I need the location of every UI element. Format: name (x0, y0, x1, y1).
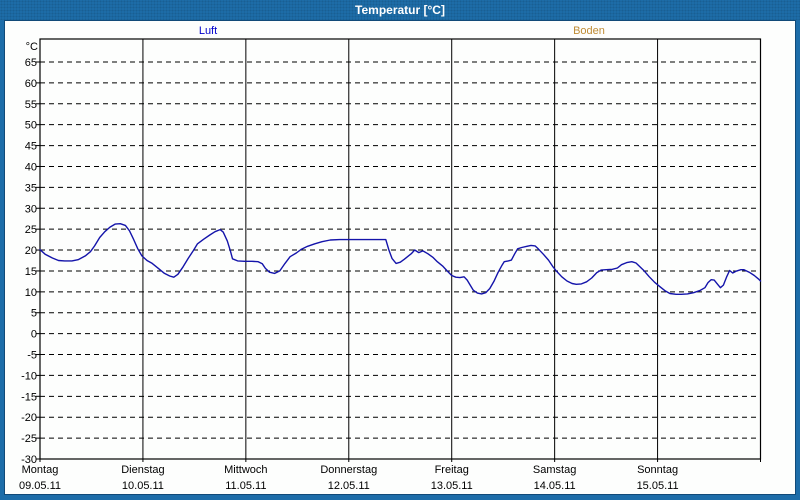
y-tick-label: 50 (25, 120, 37, 132)
y-tick-label: 15 (25, 266, 37, 278)
y-tick-label: -30 (21, 454, 37, 466)
series-line-luft (39, 222, 762, 295)
legend-item-boden[interactable]: Boden (573, 25, 605, 37)
y-tick-label: -10 (21, 370, 37, 382)
chart-panel: Luft Boden 65 60 55 50 45 40 35 30 25 20 15 10 5 0 -5-… (4, 20, 796, 495)
window-title: Temperatur [°C] (355, 3, 445, 17)
y-tick-label: 10 (25, 287, 37, 299)
day-date-label: 13.05.11 (431, 480, 473, 492)
day-date-label: 10.05.11 (122, 480, 164, 492)
y-tick-label: 25 (25, 224, 37, 236)
y-axis-unit-label: °C (26, 41, 38, 53)
y-tick-label: 60 (25, 78, 37, 90)
day-date-label: 14.05.11 (534, 480, 576, 492)
window-titlebar[interactable]: Temperatur [°C] (0, 0, 800, 20)
day-name-label: Donnerstag (320, 464, 377, 476)
day-name-label: Mittwoch (224, 464, 267, 476)
day-date-label: 11.05.11 (225, 480, 266, 492)
day-name-label: Dienstag (121, 464, 164, 476)
y-tick-label: 0 (31, 329, 37, 341)
legend-item-luft[interactable]: Luft (198, 25, 218, 37)
day-date-label: 12.05.11 (328, 480, 370, 492)
day-name-label: Freitag (435, 464, 469, 476)
day-name-label: Samstag (533, 464, 576, 476)
y-tick-label: 55 (25, 99, 37, 111)
day-date-label: 09.05.11 (19, 480, 61, 492)
y-tick-label: 45 (25, 141, 37, 153)
y-tick-label: 20 (25, 245, 37, 257)
day-name-label: Sonntag (637, 464, 678, 476)
y-tick-label: -25 (21, 433, 37, 445)
y-tick-label: 5 (31, 308, 37, 320)
y-tick-label: -20 (21, 412, 37, 424)
y-tick-label: 40 (25, 161, 37, 173)
day-name-label: Montag (22, 464, 59, 476)
y-tick-label: 35 (25, 182, 37, 194)
y-tick-label: 65 (25, 57, 37, 69)
day-date-label: 15.05.11 (637, 480, 679, 492)
y-tick-label: 30 (25, 203, 37, 215)
y-tick-label: -5 (27, 350, 37, 362)
temperature-chart: 65605550454035302520151050-5-10-15-20-25… (19, 38, 762, 492)
y-tick-label: -15 (21, 391, 37, 403)
